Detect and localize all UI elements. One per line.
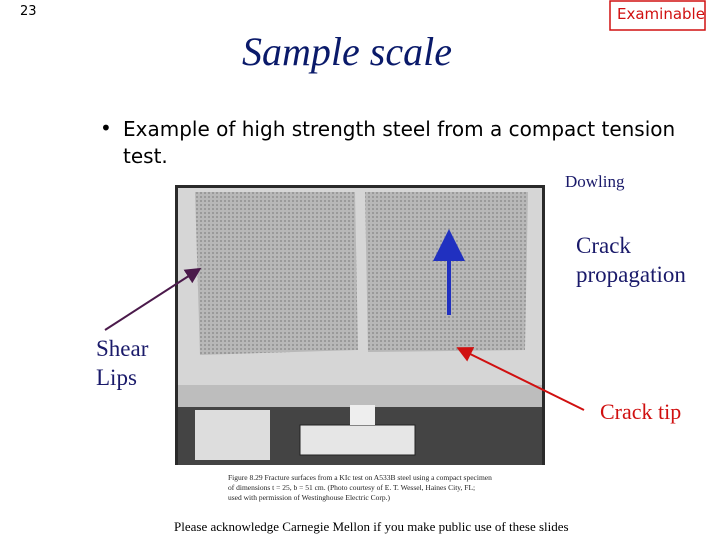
caption-line: of dimensions t = 25, b = 51 cm. (Photo … xyxy=(228,483,476,492)
badge: Examinable xyxy=(617,5,705,23)
footer: Please acknowledge Carnegie Mellon if yo… xyxy=(174,519,569,534)
bullet-line: Example of high strength steel from a co… xyxy=(123,117,676,141)
shear-lips-label: Shear Lips xyxy=(96,334,148,392)
caption-line: Figure 8.29 Fracture surfaces from a KIc… xyxy=(228,473,492,482)
caption-line: used with permission of Westinghouse Ele… xyxy=(228,493,390,502)
badge-box xyxy=(609,0,706,31)
fracture-photo xyxy=(175,185,545,465)
crack-propagation-label: Crack propagation xyxy=(576,231,686,289)
label-line: Crack xyxy=(576,233,631,258)
crack-tip-arrow xyxy=(456,347,585,411)
label-line: Lips xyxy=(96,365,137,390)
source: Dowling xyxy=(565,172,625,191)
crack-tip-label: Crack tip xyxy=(600,399,682,424)
slide-title: Sample scale xyxy=(242,29,452,74)
label-line: propagation xyxy=(576,262,686,287)
figure-caption: Figure 8.29 Fracture surfaces from a KIc… xyxy=(228,473,492,503)
bullet-line: test. xyxy=(123,144,168,168)
label-line: Shear xyxy=(96,336,149,361)
bullet-dot: • xyxy=(100,116,112,140)
bullet-text: Example of high strength steel from a co… xyxy=(123,116,675,170)
slide-number: 23 xyxy=(20,4,37,19)
shear-lips-arrow xyxy=(104,267,202,331)
